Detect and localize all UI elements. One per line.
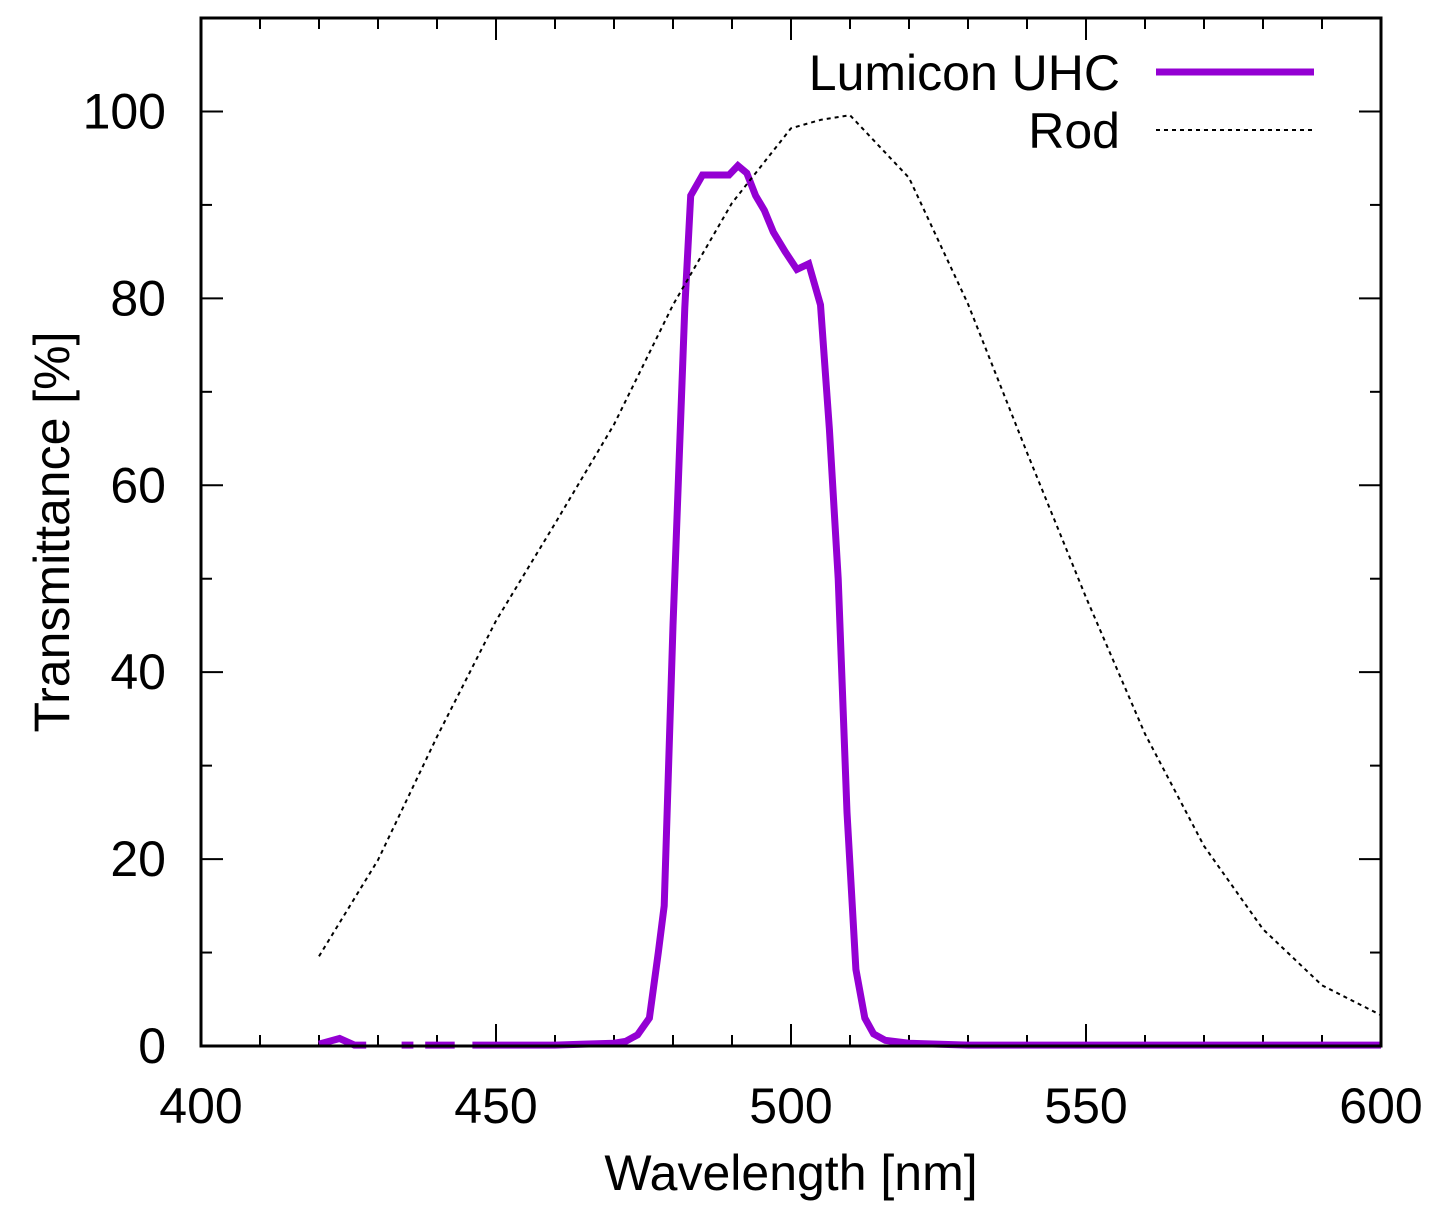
major-ticks [200,18,1382,1047]
x-tick-label: 400 [159,1078,242,1134]
plot-frame [199,16,1383,1048]
y-tick-label: 20 [110,831,166,887]
y-tick-label: 0 [138,1018,166,1074]
x-tick-label: 500 [749,1078,832,1134]
y-tick-labels: 0 20 40 60 80 100 [83,83,166,1074]
x-tick-label: 450 [454,1078,537,1134]
series-layer [318,114,1382,1049]
series-line [318,114,1382,1017]
series-1 [318,160,1381,1049]
legend-label: Rod [1028,103,1120,159]
y-axis-label: Transmittance [%] [24,331,80,732]
y-tick-label: 80 [110,270,166,326]
minor-ticks [201,17,1381,1046]
series-line [318,1034,367,1049]
y-tick-label: 100 [83,83,166,139]
x-tick-label: 600 [1339,1078,1422,1134]
x-axis-label: Wavelength [nm] [604,1145,977,1201]
legend-label: Lumicon UHC [809,45,1120,101]
y-tick-label: 60 [110,457,166,513]
series-line [472,160,1381,1049]
y-tick-label: 40 [110,644,166,700]
x-tick-labels: 400 450 500 550 600 [159,1078,1422,1134]
series-2 [318,114,1382,1017]
x-tick-label: 550 [1044,1078,1127,1134]
